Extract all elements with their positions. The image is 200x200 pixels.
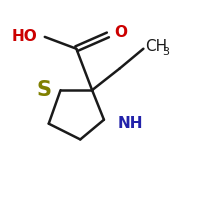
- Text: NH: NH: [118, 116, 143, 131]
- Text: CH: CH: [145, 39, 167, 54]
- Text: HO: HO: [11, 29, 37, 44]
- Text: 3: 3: [162, 47, 169, 57]
- Text: S: S: [36, 80, 51, 100]
- Text: O: O: [114, 25, 127, 40]
